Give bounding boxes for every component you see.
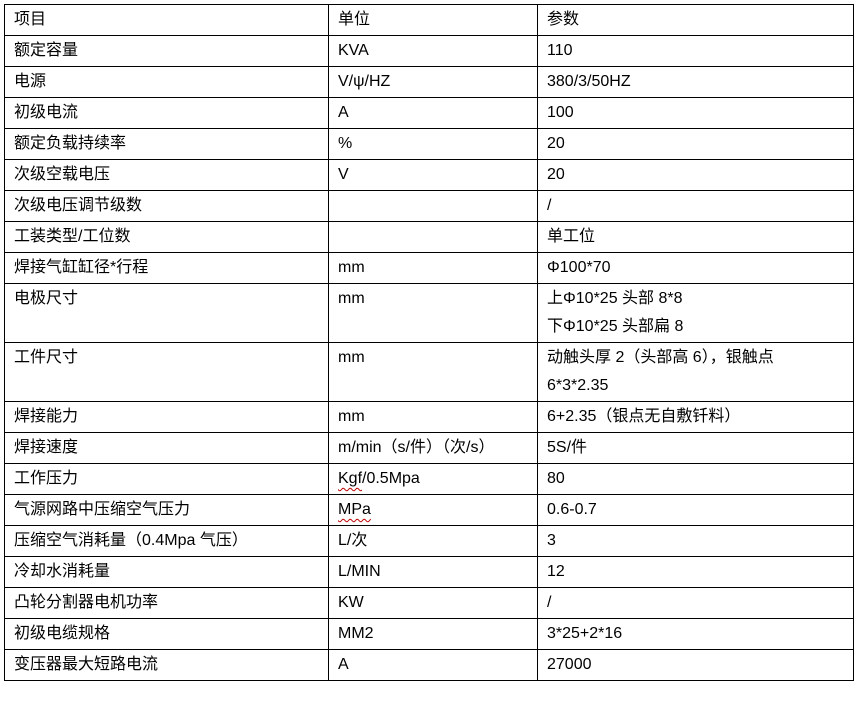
cell-unit: L/MIN xyxy=(328,556,538,588)
cell-value: 3 xyxy=(537,525,854,557)
cell-unit: Kgf/0.5Mpa xyxy=(328,463,538,495)
table-row: 工件尺寸 mm 动触头厚 2（头部高 6），银触点 6*3*2.35 xyxy=(4,342,854,402)
cell-unit: A xyxy=(328,649,538,681)
cell-value: 单工位 xyxy=(537,221,854,253)
column-header-item: 项目 xyxy=(4,4,329,36)
cell-item: 压缩空气消耗量（0.4Mpa 气压） xyxy=(4,525,329,557)
cell-unit: KW xyxy=(328,587,538,619)
cell-item: 变压器最大短路电流 xyxy=(4,649,329,681)
cell-unit: mm xyxy=(328,342,538,402)
cell-value: 80 xyxy=(537,463,854,495)
cell-item: 焊接速度 xyxy=(4,432,329,464)
cell-item: 冷却水消耗量 xyxy=(4,556,329,588)
cell-item: 工作压力 xyxy=(4,463,329,495)
cell-unit: MPa xyxy=(328,494,538,526)
cell-unit: V/ψ/HZ xyxy=(328,66,538,98)
table-row: 初级电缆规格 MM2 3*25+2*16 xyxy=(4,618,854,650)
table-row: 初级电流 A 100 xyxy=(4,97,854,129)
table-row: 气源网路中压缩空气压力 MPa 0.6-0.7 xyxy=(4,494,854,526)
cell-unit: A xyxy=(328,97,538,129)
table-row: 焊接速度 m/min（s/件）（次/s） 5S/件 xyxy=(4,432,854,464)
table-row: 凸轮分割器电机功率 KW / xyxy=(4,587,854,619)
cell-item: 工装类型/工位数 xyxy=(4,221,329,253)
cell-item: 焊接气缸缸径*行程 xyxy=(4,252,329,284)
cell-value: Φ100*70 xyxy=(537,252,854,284)
table-row: 电极尺寸 mm 上Φ10*25 头部 8*8 下Φ10*25 头部扁 8 xyxy=(4,283,854,343)
cell-unit xyxy=(328,221,538,253)
cell-value: 0.6-0.7 xyxy=(537,494,854,526)
cell-item: 电源 xyxy=(4,66,329,98)
unit-text: /0.5Mpa xyxy=(362,470,420,487)
cell-unit: mm xyxy=(328,401,538,433)
cell-item: 电极尺寸 xyxy=(4,283,329,343)
table-row: 焊接能力 mm 6+2.35（银点无自敷钎料） xyxy=(4,401,854,433)
table-row: 工作压力 Kgf/0.5Mpa 80 xyxy=(4,463,854,495)
cell-unit: mm xyxy=(328,252,538,284)
cell-item: 次级空载电压 xyxy=(4,159,329,191)
table-row: 变压器最大短路电流 A 27000 xyxy=(4,649,854,681)
cell-value: 5S/件 xyxy=(537,432,854,464)
cell-unit: MM2 xyxy=(328,618,538,650)
table-row: 压缩空气消耗量（0.4Mpa 气压） L/次 3 xyxy=(4,525,854,557)
table-row: 冷却水消耗量 L/MIN 12 xyxy=(4,556,854,588)
cell-item: 工件尺寸 xyxy=(4,342,329,402)
cell-value: 12 xyxy=(537,556,854,588)
cell-item: 凸轮分割器电机功率 xyxy=(4,587,329,619)
cell-item: 次级电压调节级数 xyxy=(4,190,329,222)
cell-value: 380/3/50HZ xyxy=(537,66,854,98)
cell-value: 27000 xyxy=(537,649,854,681)
cell-item: 气源网路中压缩空气压力 xyxy=(4,494,329,526)
header-row: 项目 单位 参数 xyxy=(4,4,854,36)
column-header-param: 参数 xyxy=(537,4,854,36)
cell-value: 110 xyxy=(537,35,854,67)
spec-table: 项目 单位 参数 额定容量 KVA 110 电源 V/ψ/HZ 380/3/50… xyxy=(4,4,854,681)
cell-item: 额定容量 xyxy=(4,35,329,67)
table-row: 电源 V/ψ/HZ 380/3/50HZ xyxy=(4,66,854,98)
cell-value: / xyxy=(537,190,854,222)
cell-unit: KVA xyxy=(328,35,538,67)
cell-unit: mm xyxy=(328,283,538,343)
table-row: 额定容量 KVA 110 xyxy=(4,35,854,67)
cell-value: / xyxy=(537,587,854,619)
table-row: 焊接气缸缸径*行程 mm Φ100*70 xyxy=(4,252,854,284)
cell-item: 焊接能力 xyxy=(4,401,329,433)
cell-value: 6+2.35（银点无自敷钎料） xyxy=(537,401,854,433)
column-header-unit: 单位 xyxy=(328,4,538,36)
table-row: 次级空载电压 V 20 xyxy=(4,159,854,191)
cell-item: 初级电缆规格 xyxy=(4,618,329,650)
cell-unit xyxy=(328,190,538,222)
cell-item: 额定负载持续率 xyxy=(4,128,329,160)
cell-value: 3*25+2*16 xyxy=(537,618,854,650)
cell-item: 初级电流 xyxy=(4,97,329,129)
table-row: 额定负载持续率 % 20 xyxy=(4,128,854,160)
table-row: 次级电压调节级数 / xyxy=(4,190,854,222)
cell-unit: % xyxy=(328,128,538,160)
cell-unit: m/min（s/件）（次/s） xyxy=(328,432,538,464)
cell-unit: V xyxy=(328,159,538,191)
spellcheck-underlined-text: MPa xyxy=(338,501,371,518)
cell-unit: L/次 xyxy=(328,525,538,557)
cell-value: 20 xyxy=(537,159,854,191)
cell-value: 动触头厚 2（头部高 6），银触点 6*3*2.35 xyxy=(537,342,854,402)
cell-value: 上Φ10*25 头部 8*8 下Φ10*25 头部扁 8 xyxy=(537,283,854,343)
spellcheck-underlined-text: Kgf xyxy=(338,470,363,487)
cell-value: 100 xyxy=(537,97,854,129)
table-row: 工装类型/工位数 单工位 xyxy=(4,221,854,253)
cell-value: 20 xyxy=(537,128,854,160)
